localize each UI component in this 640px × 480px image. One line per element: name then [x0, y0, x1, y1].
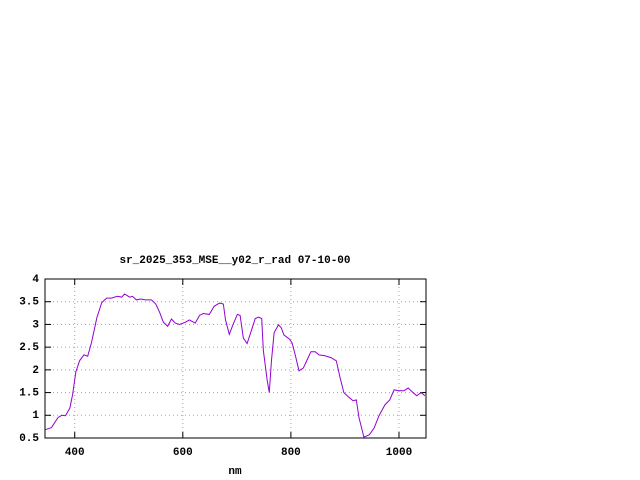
y-tick-label: 2.5 — [19, 342, 39, 354]
y-tick-label: 1 — [32, 410, 39, 422]
chart-title: sr_2025_353_MSE__y02_r_rad 07-10-00 — [119, 255, 350, 267]
x-axis-label: nm — [228, 466, 242, 478]
y-tick-label: 3.5 — [19, 297, 39, 309]
y-tick-label: 3 — [32, 319, 39, 331]
y-tick-label: 2 — [32, 365, 39, 377]
x-tick-label: 600 — [173, 447, 193, 459]
data-line — [44, 293, 426, 438]
x-tick-label: 800 — [281, 447, 301, 459]
x-tick-label: 400 — [65, 447, 85, 459]
y-tick-label: 4 — [32, 274, 39, 286]
y-tick-label: 1.5 — [19, 387, 39, 399]
plot-frame — [44, 278, 427, 439]
y-tick-label: 0.5 — [19, 433, 39, 445]
x-tick-label: 1000 — [386, 447, 412, 459]
